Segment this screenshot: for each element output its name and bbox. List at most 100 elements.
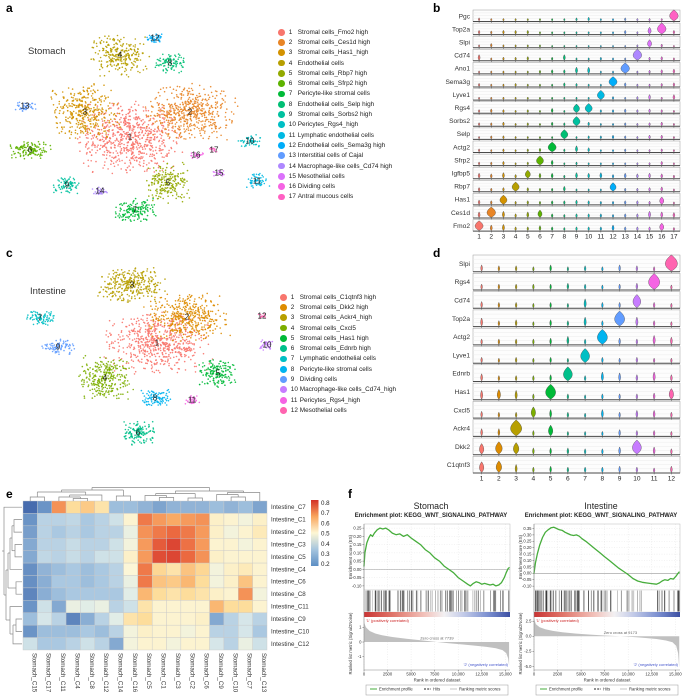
legend-color-dot — [278, 183, 285, 190]
gene-label: Actg2 — [453, 334, 470, 341]
metric-axis-label: Ranked list metric (Signal2Noise) — [348, 612, 353, 675]
gene-label: Top2a — [452, 26, 470, 33]
legend-item: 4 Stromal cells_Cxcl5 — [280, 323, 396, 333]
positively-correlated-label: '1' (positively correlated) — [366, 618, 410, 623]
gsea-intestine-title: Intestine — [584, 501, 618, 511]
x-axis-label: Rank in ordered dataset — [414, 678, 462, 683]
legend-cluster-label: Dividing cells — [299, 376, 338, 384]
legend-color-dot — [280, 293, 287, 301]
cluster-number-label: 13 — [21, 102, 30, 111]
violin-row-Dkk2: Dkk2 — [455, 437, 681, 457]
cluster-axis-tick: 5 — [526, 234, 530, 241]
cluster-axis-tick: 7 — [550, 234, 554, 241]
cluster-points-4 — [78, 354, 134, 400]
legend-cluster-label: Mesothelial cells — [297, 172, 345, 180]
legend-cluster-label: Stromal cells_Sfrp2 high — [297, 80, 368, 88]
column-dendrogram — [29, 487, 261, 501]
cluster-number-label: 2 — [188, 108, 193, 117]
legend-cluster-number: 12 — [290, 406, 298, 414]
hits-strip — [533, 589, 681, 613]
cluster-points-5 — [146, 161, 191, 204]
legend-cluster-number: 8 — [288, 100, 293, 108]
legend-item: 14 Macrophage-like cells_Cd74 high — [278, 161, 392, 171]
violin-row-C1qtnf3: C1qtnf3 — [447, 456, 681, 475]
legend-cluster-number: 11 — [290, 396, 298, 404]
gene-label: Actg2 — [453, 144, 470, 151]
legend-item: 3 Stromal cells_Ackr4_high — [280, 313, 396, 323]
legend-color-dot — [278, 172, 285, 180]
negatively-correlated-label: '2' (negatively correlated) — [464, 662, 509, 667]
cluster-points-6 — [123, 420, 155, 446]
cluster-axis-tick: 17 — [670, 234, 678, 241]
legend-color-dot — [280, 407, 287, 414]
cluster-axis-tick: 8 — [601, 476, 605, 483]
cluster-number-label: 2 — [185, 313, 190, 322]
cluster-number-label: 15 — [215, 169, 224, 178]
legend-cluster-label: Endothelial cells_Selp high — [297, 100, 375, 108]
violin-row-Igfbp5: Igfbp5 — [452, 166, 681, 181]
legend-color-dot — [278, 131, 285, 139]
violin-row-Has1: Has1 — [455, 193, 681, 207]
cluster-axis-tick: 9 — [618, 476, 622, 483]
gene-label: Cd74 — [454, 297, 470, 304]
panel-label-e: e — [6, 487, 13, 501]
cluster-number-label: 9 — [56, 343, 61, 352]
legend-cluster-label: Pericyte-like stromal cells — [299, 365, 372, 373]
gene-label: Rgs4 — [455, 279, 471, 286]
legend-item: 5 Stromal cells_Has1 high — [280, 333, 396, 343]
legend-cluster-label: Stromal cells_Ednrb high — [299, 345, 371, 353]
gsea-stomach-subtitle: Enrichment plot: KEGG_WNT_SIGNALING_PATH… — [354, 513, 508, 519]
row-dendrogram — [2, 506, 22, 645]
gene-label: Ednrb — [452, 371, 470, 378]
cluster-axis-tick: 10 — [633, 476, 641, 483]
legend-item: 6 Stromal cells_Ednrb high — [280, 343, 396, 353]
legend-color-dot — [278, 111, 285, 118]
legend-cluster-number: 6 — [290, 345, 295, 353]
violin-row-Actg2: Actg2 — [453, 140, 681, 154]
legend-item: 2 Stromal cells_Dkk2 high — [280, 302, 396, 312]
correlation-heatmap: Intestine_C7Intestine_C1Intestine_C2Inte… — [2, 487, 330, 693]
legend-cluster-label: Stromal cells_Dkk2 high — [299, 303, 369, 311]
gsea-intestine-plot: 0.350.300.250.200.150.100.050.00-0.05-0.… — [518, 523, 682, 696]
cluster-number-label: 5 — [166, 179, 171, 188]
cluster-points-7 — [26, 310, 55, 326]
violin-row-Selp: Selp — [457, 127, 681, 141]
gene-label: Sfrp2 — [454, 157, 470, 164]
gsea-intestine: Intestine Enrichment plot: KEGG_WNT_SIGN… — [516, 486, 685, 698]
legend-item: 6 Stromal cells_Sfrp2 high — [278, 78, 392, 88]
violin-row-Rgs4: Rgs4 — [455, 101, 681, 115]
legend-color-dot — [280, 334, 287, 342]
enrichment-score-curve — [533, 526, 680, 585]
panel-label-c: c — [6, 246, 13, 260]
legend-color-dot — [280, 345, 287, 353]
legend-color-dot — [278, 28, 285, 36]
violin-row-Top2a: Top2a — [452, 309, 681, 328]
legend-item: 9 Stromal cells_Sorbs2 high — [278, 109, 392, 119]
cluster-axis-tick: 8 — [562, 234, 566, 241]
violin-row-Ano1: Ano1 — [455, 62, 681, 76]
cluster-number-label: 11 — [253, 177, 262, 186]
cluster-axis-tick: 13 — [622, 234, 630, 241]
gsea-legend: Enrichment profile Hits Ranking metric sco… — [365, 684, 509, 696]
es-axis-ticks: 0.350.300.250.200.150.100.050.00-0.05-0.… — [522, 526, 534, 589]
gene-label: Rbp7 — [454, 184, 470, 191]
rank-color-band — [534, 612, 680, 617]
legend-item: 3 Stromal cells_Has1_high — [278, 48, 392, 58]
legend-cluster-number: 2 — [288, 38, 293, 46]
violin-row-Ednrb: Ednrb — [452, 364, 681, 383]
cluster-axis-tick: 6 — [566, 476, 570, 483]
heatmap-row-labels: Intestine_C7Intestine_C1Intestine_C2Inte… — [271, 504, 310, 648]
gene-label: Top2a — [452, 316, 470, 323]
legend-color-dot — [280, 376, 287, 383]
legend-cluster-number: 7 — [290, 355, 295, 363]
x-axis-ticks: 0 2500 5000 7500 10,000 12,500 15,000 — [533, 670, 682, 677]
intestine-tsne-title: Intestine — [30, 286, 66, 297]
legend-color-dot — [278, 59, 285, 67]
legend-color-dot — [280, 355, 287, 363]
legend-item: 7 Lymphatic endothelial cells — [280, 354, 396, 364]
gene-label: Ackr4 — [453, 426, 470, 433]
cluster-number-label: 4 — [118, 51, 123, 60]
legend-item: 8 Pericyte-like stromal cells — [280, 364, 396, 374]
